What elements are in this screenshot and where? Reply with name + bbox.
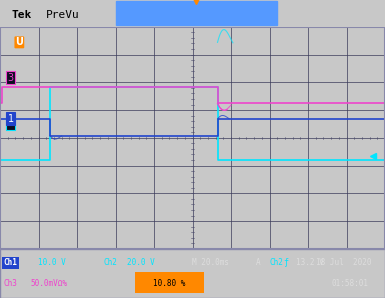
Text: Tek: Tek [12,10,32,20]
Text: U: U [15,37,23,47]
Bar [135,272,204,293]
Text: Ch2: Ch2 [270,258,283,267]
Text: 2: 2 [8,118,14,128]
Text: 10.0 V: 10.0 V [38,258,66,267]
Text: ƒ: ƒ [283,258,288,267]
Text: Ch3: Ch3 [4,279,18,288]
Text: 18 Jul  2020: 18 Jul 2020 [316,258,371,267]
Text: U: U [15,37,23,47]
Text: 20.0 V: 20.0 V [127,258,155,267]
Text: 01:58:01: 01:58:01 [331,279,368,288]
Text: A: A [256,258,261,267]
Text: Ch1: Ch1 [4,258,18,267]
Bar [116,1,277,26]
Text: Ch2: Ch2 [104,258,118,267]
Text: PreVu: PreVu [46,10,80,20]
Text: 10.80 %: 10.80 % [153,279,186,288]
Text: 3: 3 [8,73,14,83]
Text: M 20.0ms: M 20.0ms [192,258,229,267]
Text: 50.0mVΩ%: 50.0mVΩ% [31,279,68,288]
Text: 13.2 V: 13.2 V [296,258,324,267]
Text: 1: 1 [8,114,14,124]
